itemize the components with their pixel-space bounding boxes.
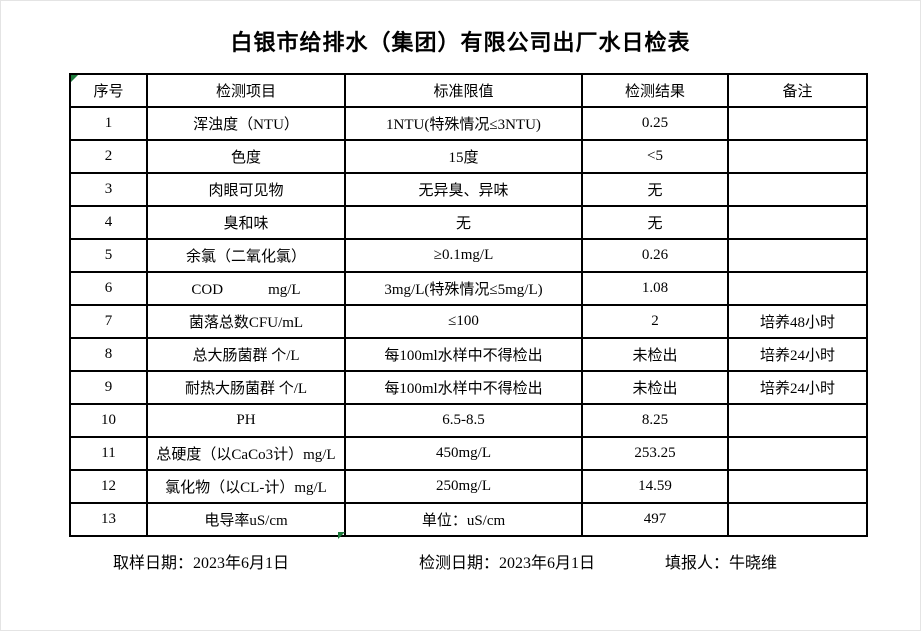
cell-item: PH — [146, 403, 346, 438]
table-row: 7 菌落总数CFU/mL ≤100 2 培养48小时 — [69, 304, 868, 339]
cell-note — [727, 238, 868, 273]
cell-index: 9 — [69, 370, 148, 405]
cell-note — [727, 436, 868, 471]
cell-item: 总硬度（以CaCo3计）mg/L — [146, 436, 346, 471]
cell-limit: 3mg/L(特殊情况≤5mg/L) — [344, 271, 583, 306]
cell-item: 余氯（二氧化氯） — [146, 238, 346, 273]
header-note: 备注 — [727, 73, 868, 108]
cell-index: 1 — [69, 106, 148, 141]
cell-index: 4 — [69, 205, 148, 240]
cell-note — [727, 172, 868, 207]
cell-result: 2 — [581, 304, 729, 339]
table-row: 10 PH 6.5-8.5 8.25 — [69, 403, 868, 438]
cell-item: 电导率uS/cm — [146, 502, 346, 537]
cell-result: 1.08 — [581, 271, 729, 306]
cell-item: 臭和味 — [146, 205, 346, 240]
cell-result: 未检出 — [581, 337, 729, 372]
cell-limit: 450mg/L — [344, 436, 583, 471]
cell-note: 培养24小时 — [727, 370, 868, 405]
cell-limit: 250mg/L — [344, 469, 583, 504]
cell-limit: 15度 — [344, 139, 583, 174]
cell-index: 13 — [69, 502, 148, 537]
cell-note: 培养48小时 — [727, 304, 868, 339]
cell-index: 2 — [69, 139, 148, 174]
cell-result: 14.59 — [581, 469, 729, 504]
cell-limit: 无异臭、异味 — [344, 172, 583, 207]
cell-limit: 无 — [344, 205, 583, 240]
cell-item: 浑浊度（NTU） — [146, 106, 346, 141]
cell-result: 497 — [581, 502, 729, 537]
cell-note — [727, 469, 868, 504]
cell-index: 11 — [69, 436, 148, 471]
header-limit: 标准限值 — [344, 73, 583, 108]
cell-result: 未检出 — [581, 370, 729, 405]
cell-limit: 每100ml水样中不得检出 — [344, 370, 583, 405]
cell-limit: ≥0.1mg/L — [344, 238, 583, 273]
cell-flag-icon — [72, 76, 78, 82]
cell-item: 色度 — [146, 139, 346, 174]
cell-note — [727, 106, 868, 141]
cell-result: 8.25 — [581, 403, 729, 438]
cell-index: 6 — [69, 271, 148, 306]
header-index: 序号 — [69, 73, 148, 108]
page-title: 白银市给排水（集团）有限公司出厂水日检表 — [230, 30, 691, 55]
table-row: 2 色度 15度 <5 — [69, 139, 868, 174]
cell-result: 253.25 — [581, 436, 729, 471]
table-row: 5 余氯（二氧化氯） ≥0.1mg/L 0.26 — [69, 238, 868, 273]
cell-note — [727, 205, 868, 240]
cell-limit: 6.5-8.5 — [344, 403, 583, 438]
table-row: 3 肉眼可见物 无异臭、异味 无 — [69, 172, 868, 207]
cell-item: COD mg/L — [146, 271, 346, 306]
cell-result: 0.26 — [581, 238, 729, 273]
header-result: 检测结果 — [581, 73, 729, 108]
test-date-label: 检测日期：2023年6月1日 — [419, 555, 596, 572]
cell-item: 耐热大肠菌群 个/L — [146, 370, 346, 405]
table-row: 1 浑浊度（NTU） 1NTU(特殊情况≤3NTU) 0.25 — [69, 106, 868, 141]
cell-limit: ≤100 — [344, 304, 583, 339]
cell-result: 0.25 — [581, 106, 729, 141]
table-row: 8 总大肠菌群 个/L 每100ml水样中不得检出 未检出 培养24小时 — [69, 337, 868, 372]
cell-note: 培养24小时 — [727, 337, 868, 372]
cell-index: 3 — [69, 172, 148, 207]
cell-flag-icon — [338, 532, 345, 539]
header-row: 序号 检测项目 标准限值 检测结果 备注 — [69, 73, 868, 108]
cell-note — [727, 271, 868, 306]
inspection-table: 序号 检测项目 标准限值 检测结果 备注 1 浑浊度（NTU） 1NTU(特殊情… — [69, 73, 868, 537]
cell-item: 菌落总数CFU/mL — [146, 304, 346, 339]
cell-limit: 每100ml水样中不得检出 — [344, 337, 583, 372]
cell-note — [727, 403, 868, 438]
cell-index: 10 — [69, 403, 148, 438]
cell-index: 7 — [69, 304, 148, 339]
table-row: 12 氯化物（以CL-计）mg/L 250mg/L 14.59 — [69, 469, 868, 504]
table-row: 4 臭和味 无 无 — [69, 205, 868, 240]
header-index-label: 序号 — [93, 84, 124, 100]
cell-item: 氯化物（以CL-计）mg/L — [146, 469, 346, 504]
cell-index: 8 — [69, 337, 148, 372]
table-row: 13 电导率uS/cm 单位：uS/cm 497 — [69, 502, 868, 537]
cell-note — [727, 502, 868, 537]
cell-result: 无 — [581, 205, 729, 240]
cell-item: 总大肠菌群 个/L — [146, 337, 346, 372]
table-row: 9 耐热大肠菌群 个/L 每100ml水样中不得检出 未检出 培养24小时 — [69, 370, 868, 405]
cell-item: 肉眼可见物 — [146, 172, 346, 207]
cell-limit: 单位：uS/cm — [344, 502, 583, 537]
table-row: 11 总硬度（以CaCo3计）mg/L 450mg/L 253.25 — [69, 436, 868, 471]
reporter-label: 填报人：牛晓维 — [665, 555, 778, 572]
table-row: 6 COD mg/L 3mg/L(特殊情况≤5mg/L) 1.08 — [69, 271, 868, 306]
cell-index: 12 — [69, 469, 148, 504]
cell-result: <5 — [581, 139, 729, 174]
cell-result: 无 — [581, 172, 729, 207]
cell-note — [727, 139, 868, 174]
sample-date-label: 取样日期：2023年6月1日 — [113, 555, 290, 572]
header-item: 检测项目 — [146, 73, 346, 108]
cell-index: 5 — [69, 238, 148, 273]
cell-limit: 1NTU(特殊情况≤3NTU) — [344, 106, 583, 141]
